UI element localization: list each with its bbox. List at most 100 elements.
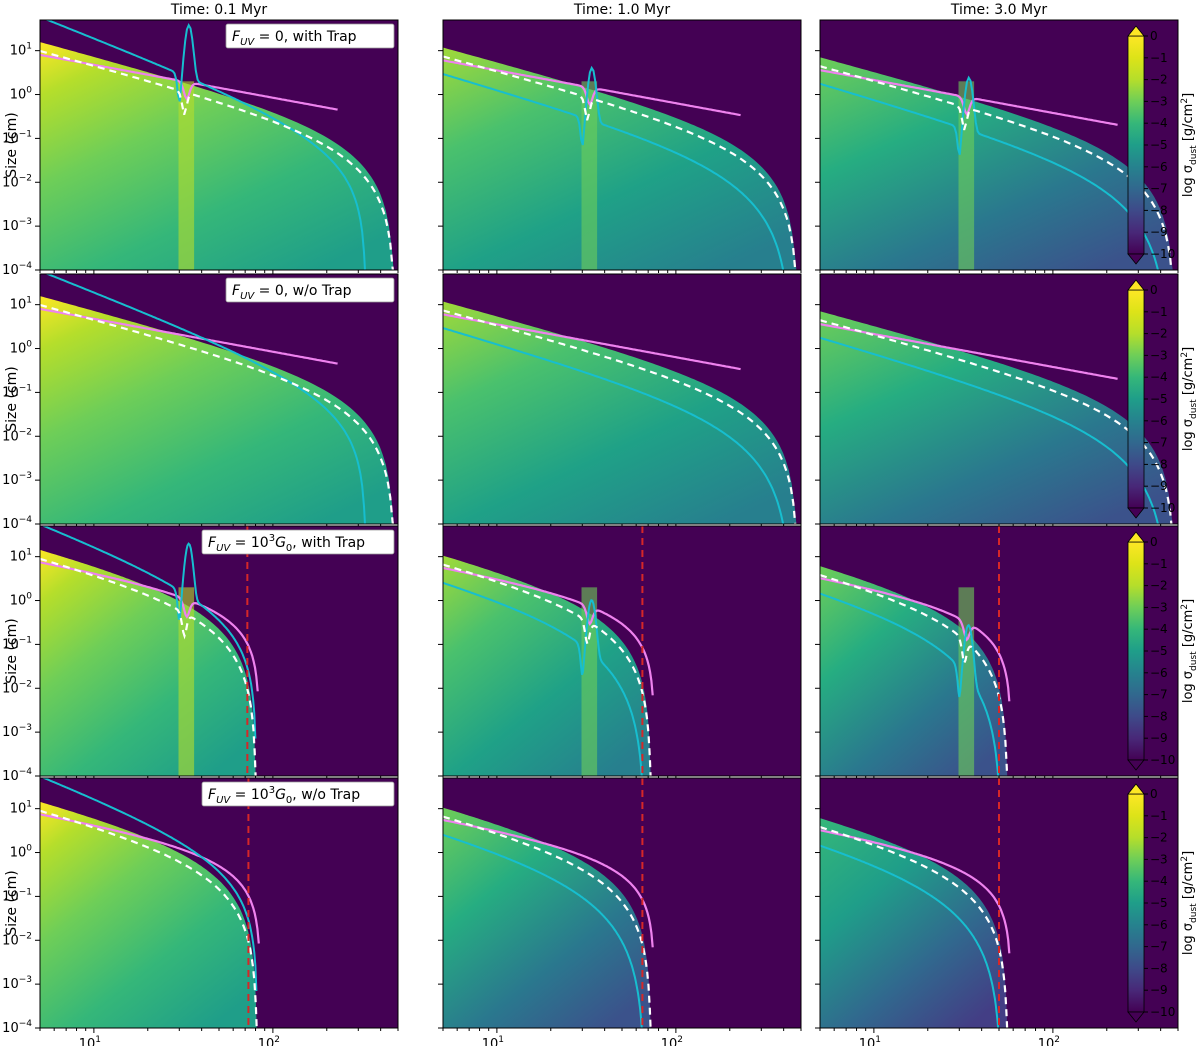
dashed-curve — [820, 319, 1173, 524]
y-tick-exp: −3 — [19, 471, 32, 481]
panel-r0-c2 — [815, 19, 1179, 275]
y-tick-label: 10−1 — [2, 635, 32, 652]
x-tick-label: 101 — [859, 1035, 881, 1046]
colorbar-tick-label: −8 — [1150, 457, 1168, 471]
y-tick-label: 100 — [10, 592, 33, 609]
y-tick-exp: −1 — [19, 383, 32, 393]
y-tick-base: 10 — [10, 44, 27, 59]
y-ticks — [438, 50, 443, 271]
y-tick-base: 10 — [2, 473, 19, 488]
dust-density-fill — [40, 801, 258, 1028]
colorbar-tick-label: −7 — [1150, 182, 1168, 196]
y-tick-exp: −2 — [19, 931, 32, 941]
y-tick-exp: −1 — [19, 887, 32, 897]
y-tick-exp: −1 — [19, 635, 32, 645]
x-tick-exp: 2 — [274, 1035, 280, 1045]
cyan-curve — [41, 778, 258, 992]
colorbar-label: log σdust [g/cm2] — [1180, 851, 1199, 955]
y-tick-exp: −2 — [19, 427, 32, 437]
pink-curve — [820, 829, 1011, 954]
x-ticks — [39, 1028, 399, 1033]
x-tick-exp: 2 — [677, 1035, 683, 1045]
colorbar-tick-label: −3 — [1150, 348, 1168, 362]
column-title: Time: 1.0 Myr — [573, 2, 671, 18]
y-tick-label: 10−3 — [2, 723, 32, 740]
colorbar-tick-label: −1 — [1150, 51, 1168, 65]
column-title: Time: 3.0 Myr — [950, 2, 1048, 18]
dashed-curve — [40, 809, 258, 1028]
colorbar-row-1: 0 −1 −2 −3 −4 −5 −6 −7 −8 −9 −10 log σdust [g/cm2] — [1127, 279, 1199, 519]
colorbar-extend-min — [1127, 1011, 1145, 1023]
x-tick-base: 10 — [482, 1037, 499, 1046]
y-ticks — [438, 304, 443, 525]
y-axis-label: Size (cm) — [4, 366, 20, 431]
y-tick-base: 10 — [2, 725, 19, 740]
y-tick-base: 10 — [10, 846, 27, 861]
dashed-curve — [40, 557, 257, 776]
y-tick-base: 10 — [10, 550, 27, 565]
x-tick-base: 10 — [661, 1037, 678, 1046]
x-tick-label: 102 — [661, 1035, 683, 1046]
dust-density-fill — [443, 47, 798, 270]
cyan-curve — [44, 274, 366, 524]
cyan-curve — [820, 592, 1000, 776]
colorbar-extend-max — [1127, 25, 1145, 37]
dust-density-fill — [820, 818, 1008, 1028]
y-tick-base: 10 — [2, 219, 19, 234]
y-tick-base: 10 — [2, 385, 19, 400]
dashed-curve — [40, 303, 395, 524]
colorbar-body — [1127, 793, 1145, 1013]
colorbar-tick-label: −9 — [1150, 225, 1168, 239]
dashed-curve — [443, 55, 797, 270]
y-tick-exp: 0 — [26, 592, 32, 602]
row-label: FUV = 103G0, w/o Trap — [208, 785, 360, 806]
colorbar-tick-label: −7 — [1150, 688, 1168, 702]
colorbar-tick-label: −6 — [1150, 160, 1168, 174]
cyan-curve — [820, 336, 1160, 524]
colorbar-tick-label: −6 — [1150, 414, 1168, 428]
colorbar-label: log σdust [g/cm2] — [1180, 347, 1199, 451]
y-tick-exp: 0 — [26, 86, 32, 96]
y-tick-base: 10 — [2, 889, 19, 904]
y-tick-label: 101 — [10, 296, 32, 313]
colorbar-body — [1127, 289, 1145, 509]
column-titles: Time: 0.1 Myr Time: 1.0 Myr Time: 3.0 Myr — [170, 2, 1048, 18]
y-ticks — [35, 556, 40, 777]
colorbar-tick-label: −4 — [1150, 622, 1168, 636]
x-tick-exp: 1 — [875, 1035, 881, 1045]
y-tick-base: 10 — [10, 594, 27, 609]
y-tick-label: 10−2 — [2, 931, 32, 948]
dust-density-fill — [443, 555, 652, 776]
colorbar-tick-label: −10 — [1150, 753, 1175, 767]
y-ticks — [438, 808, 443, 1029]
row-label-box — [225, 277, 395, 303]
trap-density-column — [178, 81, 195, 270]
y-tick-base: 10 — [10, 88, 27, 103]
colorbar-extend-min — [1127, 759, 1145, 771]
y-tick-label: 100 — [10, 340, 33, 357]
cyan-curve — [41, 526, 257, 739]
y-tick-base: 10 — [10, 342, 27, 357]
row-label-box — [201, 781, 395, 807]
y-tick-base: 10 — [2, 769, 19, 784]
x-tick-label: 101 — [79, 1035, 101, 1046]
pink-curve — [820, 577, 1011, 702]
y-tick-label: 101 — [10, 42, 32, 59]
cyan-curve — [443, 833, 643, 1028]
y-tick-label: 10−4 — [2, 1019, 32, 1036]
colorbar-extend-max — [1127, 783, 1145, 795]
y-tick-base: 10 — [10, 298, 27, 313]
y-tick-exp: −4 — [19, 767, 33, 777]
colorbar-extend-min — [1127, 507, 1145, 519]
colorbar-tick-label: −3 — [1150, 94, 1168, 108]
y-tick-base: 10 — [2, 933, 19, 948]
colorbar-tick-label: 0 — [1150, 29, 1158, 43]
dashed-curve — [40, 49, 395, 270]
colorbar-tick-label: 0 — [1150, 283, 1158, 297]
colorbar-row-3: 0 −1 −2 −3 −4 −5 −6 −7 −8 −9 −10 log σdust [g/cm2] — [1127, 783, 1199, 1023]
colorbar-tick-label: 0 — [1150, 535, 1158, 549]
colorbar-tick-label: −4 — [1150, 370, 1168, 384]
colorbar-tick-label: −2 — [1150, 73, 1168, 87]
